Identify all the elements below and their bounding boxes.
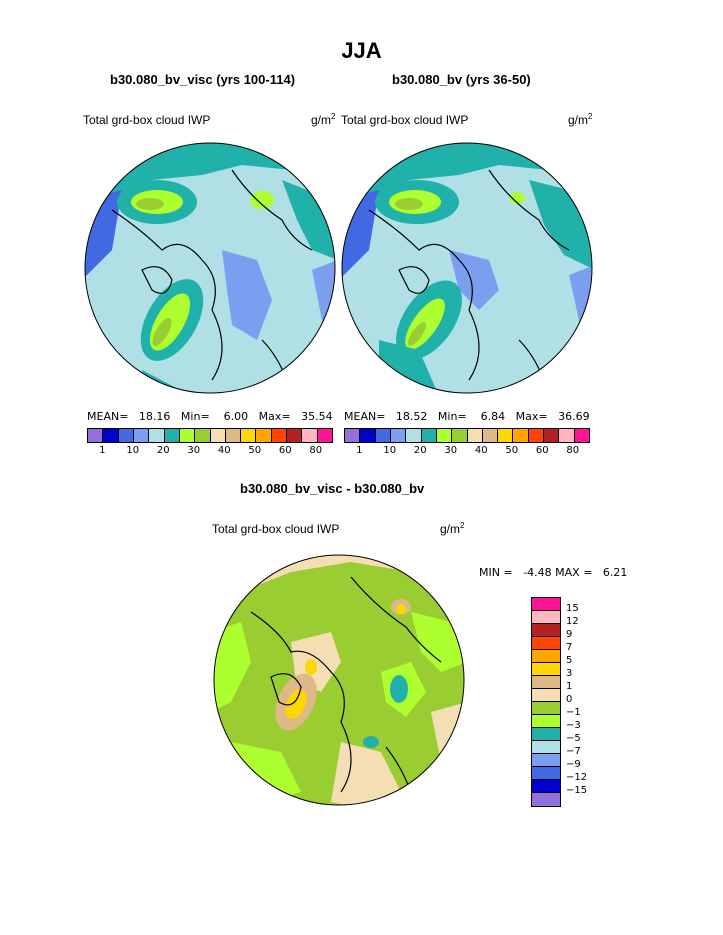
left-panel-title: b30.080_bv_visc (yrs 100-114) (110, 72, 296, 87)
colorbar-tick-label: 0 (566, 694, 573, 705)
colorbar-swatch (532, 598, 560, 611)
colorbar-swatch (256, 429, 272, 442)
colorbar-swatch (532, 780, 560, 793)
colorbar-tick-label: 60 (535, 445, 549, 456)
colorbar-swatch (467, 429, 483, 442)
colorbar-swatch (118, 429, 134, 442)
colorbar-tick-label: 30 (444, 445, 458, 456)
colorbar-swatch (436, 429, 453, 442)
colorbar-swatch (532, 741, 560, 754)
colorbar-swatch (133, 429, 150, 442)
colorbar-tick-label: −1 (566, 707, 581, 718)
colorbar-swatch (532, 663, 560, 676)
colorbar-swatch (287, 429, 303, 442)
colorbar-tick-label: 30 (187, 445, 201, 456)
colorbar-swatch (532, 650, 560, 663)
colorbar-swatch (498, 429, 514, 442)
colorbar-tick-label: −3 (566, 720, 581, 731)
colorbar-tick-label: 1 (566, 681, 573, 692)
right-panel-title: b30.080_bv (yrs 36-50) (392, 72, 531, 87)
diff-panel-variable-label: Total grd-box cloud IWP (212, 522, 340, 536)
colorbar-swatch (452, 429, 468, 442)
colorbar-swatch (421, 429, 437, 442)
colorbar-swatch (317, 429, 332, 442)
colorbar-swatch (532, 728, 560, 741)
colorbar-tick-label: 10 (383, 445, 397, 456)
colorbar-tick-label: 10 (126, 445, 140, 456)
colorbar-swatch (225, 429, 242, 442)
left-panel-variable-label: Total grd-box cloud IWP (83, 113, 211, 127)
colorbar-swatch (513, 429, 529, 442)
colorbar-swatch (88, 429, 104, 442)
colorbar-tick-label: 3 (566, 668, 573, 679)
colorbar-swatch (241, 429, 257, 442)
colorbar-tick-label: 1 (356, 445, 363, 456)
colorbar-tick-label: 50 (248, 445, 262, 456)
colorbar-tick-label: 12 (566, 616, 579, 627)
colorbar-swatch (532, 637, 560, 650)
colorbar-swatch (149, 429, 165, 442)
colorbar-swatch (195, 429, 211, 442)
colorbar-swatch (406, 429, 422, 442)
colorbar-swatch (302, 429, 318, 442)
colorbar-swatch (103, 429, 119, 442)
diff-panel-title: b30.080_bv_visc - b30.080_bv (240, 481, 425, 496)
colorbar-tick-label: 5 (566, 655, 573, 666)
colorbar-swatch (164, 429, 180, 442)
colorbar-swatch (179, 429, 196, 442)
colorbar-swatch (544, 429, 560, 442)
colorbar-tick-label: 20 (156, 445, 170, 456)
diff-colorbar (531, 597, 561, 807)
colorbar-tick-label: 1 (99, 445, 106, 456)
colorbar-tick-label: 7 (566, 642, 573, 653)
colorbar-tick-label: −9 (566, 759, 581, 770)
right-colorbar (344, 428, 590, 443)
colorbar-swatch (532, 702, 560, 715)
colorbar-swatch (532, 611, 560, 624)
colorbar-tick-label: 80 (566, 445, 580, 456)
colorbar-swatch (532, 624, 560, 637)
colorbar-swatch (271, 429, 288, 442)
colorbar-tick-label: 60 (278, 445, 292, 456)
colorbar-swatch (390, 429, 407, 442)
right-panel-stats: MEAN= 18.52 Min= 6.84 Max= 36.69 (344, 410, 590, 423)
right-panel-variable-label: Total grd-box cloud IWP (341, 113, 469, 127)
right-polar-map (341, 142, 593, 394)
colorbar-tick-label: −12 (566, 772, 588, 783)
colorbar-swatch (375, 429, 391, 442)
diff-panel-stats: MIN = -4.48 MAX = 6.21 (479, 566, 628, 579)
colorbar-tick-label: 40 (217, 445, 231, 456)
colorbar-swatch (210, 429, 226, 442)
colorbar-swatch (532, 676, 560, 689)
colorbar-swatch (360, 429, 376, 442)
colorbar-tick-label: 9 (566, 629, 573, 640)
colorbar-swatch (528, 429, 545, 442)
colorbar-swatch (559, 429, 575, 442)
right-panel-units: g/m2 (568, 112, 593, 128)
colorbar-swatch (532, 754, 560, 767)
colorbar-tick-label: 40 (474, 445, 488, 456)
colorbar-tick-label: 20 (413, 445, 427, 456)
diff-panel-units: g/m2 (440, 521, 465, 537)
left-panel-units: g/m2 (311, 112, 336, 128)
colorbar-swatch (532, 689, 560, 702)
colorbar-tick-label: −5 (566, 733, 581, 744)
colorbar-tick-label: 50 (505, 445, 519, 456)
colorbar-swatch (482, 429, 499, 442)
colorbar-swatch (345, 429, 361, 442)
colorbar-tick-label: −7 (566, 746, 581, 757)
page-title: JJA (341, 38, 382, 63)
left-colorbar (87, 428, 333, 443)
colorbar-tick-label: −15 (566, 785, 588, 796)
colorbar-swatch (532, 793, 560, 806)
colorbar-swatch (574, 429, 589, 442)
left-polar-map (84, 142, 336, 394)
colorbar-swatch (532, 715, 560, 728)
left-panel-stats: MEAN= 18.16 Min= 6.00 Max= 35.54 (87, 410, 333, 423)
colorbar-tick-label: 80 (309, 445, 323, 456)
diff-polar-map (213, 554, 465, 806)
colorbar-tick-label: 15 (566, 603, 579, 614)
colorbar-swatch (532, 767, 560, 780)
